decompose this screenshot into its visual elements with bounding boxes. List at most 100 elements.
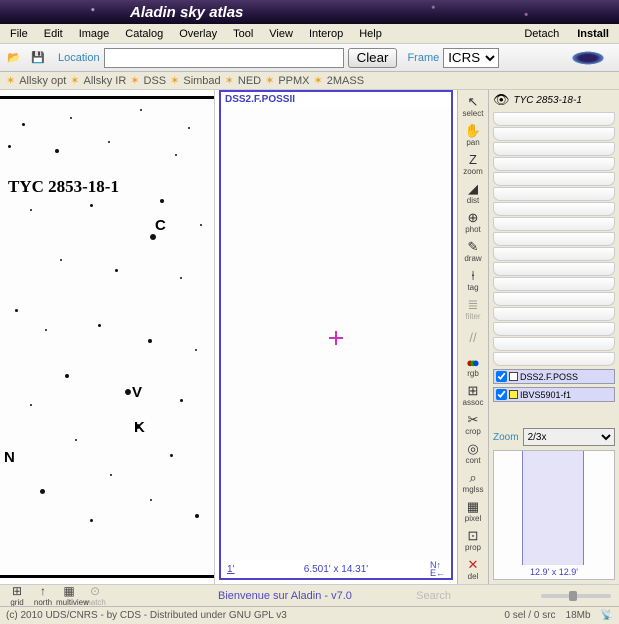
menu-tool[interactable]: Tool xyxy=(227,26,259,42)
empty-layer-slot[interactable] xyxy=(493,157,615,171)
minimap[interactable]: 12.9' x 12.9' xyxy=(493,450,615,580)
tool-cont[interactable]: ◎cont xyxy=(458,439,488,468)
star-icon: ✶ xyxy=(130,74,139,87)
clear-button[interactable]: Clear xyxy=(348,48,398,68)
menu-image[interactable]: Image xyxy=(73,26,116,42)
tool-pixel[interactable]: ▦pixel xyxy=(458,497,488,526)
star-point xyxy=(70,117,72,119)
center-sky-view[interactable] xyxy=(221,107,451,560)
star-point xyxy=(75,439,77,441)
empty-layer-slot[interactable] xyxy=(493,277,615,291)
layer-row[interactable]: IBVS5901-f1 xyxy=(493,387,615,402)
star-icon: ✶ xyxy=(170,74,179,87)
tool-assoc[interactable]: ⊞assoc xyxy=(458,381,488,410)
del-icon: ✕ xyxy=(465,558,481,572)
star-point xyxy=(110,474,112,476)
tool-tag[interactable]: ⍿tag xyxy=(458,266,488,295)
center-image-title: DSS2.F.POSSII xyxy=(221,92,451,107)
tool-zoom[interactable]: Zzoom xyxy=(458,150,488,179)
tool-phot[interactable]: ⊕phot xyxy=(458,208,488,237)
empty-layer-slot[interactable] xyxy=(493,292,615,306)
layer-checkbox[interactable] xyxy=(496,371,507,382)
quicklink-simbad[interactable]: Simbad xyxy=(183,75,220,87)
opacity-slider[interactable] xyxy=(541,594,611,598)
star-point xyxy=(150,499,152,501)
star-point xyxy=(188,127,190,129)
location-input[interactable] xyxy=(104,48,344,68)
quicklink-2mass[interactable]: 2MASS xyxy=(327,75,364,87)
minimap-selection xyxy=(522,451,584,565)
memory-usage: 18Mb xyxy=(566,610,591,621)
menu-install[interactable]: Install xyxy=(571,26,615,42)
tool-prop[interactable]: ⊡prop xyxy=(458,526,488,555)
empty-layer-slot[interactable] xyxy=(493,307,615,321)
empty-layer-slot[interactable] xyxy=(493,352,615,366)
empty-layer-slot[interactable] xyxy=(493,262,615,276)
underbar-grid[interactable]: ⊞grid xyxy=(4,584,30,607)
zoom-select[interactable]: 2/3x xyxy=(523,428,615,446)
empty-layer-slot[interactable] xyxy=(493,187,615,201)
tool-column: ↖select✋panZzoom◢dist⊕phot✎draw⍿tag≣filt… xyxy=(457,90,489,584)
empty-layer-slot[interactable] xyxy=(493,247,615,261)
dist-icon: ◢ xyxy=(465,182,481,196)
prop-icon: ⊡ xyxy=(465,529,481,543)
left-sky-view[interactable]: TYC 2853-18-1 CVKN xyxy=(0,96,214,578)
tool-label: pan xyxy=(466,138,479,147)
star-icon: ✶ xyxy=(70,74,79,87)
menu-file[interactable]: File xyxy=(4,26,34,42)
empty-layer-slot[interactable] xyxy=(493,172,615,186)
tool-draw[interactable]: ✎draw xyxy=(458,237,488,266)
layer-color-icon xyxy=(509,390,518,399)
empty-layer-slot[interactable] xyxy=(493,322,615,336)
quicklink-allsky-opt[interactable]: Allsky opt xyxy=(19,75,66,87)
empty-layer-slot[interactable] xyxy=(493,232,615,246)
menu-detach[interactable]: Detach xyxy=(518,26,565,42)
menu-view[interactable]: View xyxy=(263,26,299,42)
empty-layer-slot[interactable] xyxy=(493,112,615,126)
tool-label: mglss xyxy=(463,485,484,494)
quicklink-ned[interactable]: NED xyxy=(238,75,261,87)
tool-crop[interactable]: ✂crop xyxy=(458,410,488,439)
layer-row[interactable]: DSS2.F.POSS xyxy=(493,369,615,384)
empty-layer-slot[interactable] xyxy=(493,337,615,351)
quicklink-ppmx[interactable]: PPMX xyxy=(278,75,309,87)
menu-catalog[interactable]: Catalog xyxy=(119,26,169,42)
star-point xyxy=(170,454,173,457)
quicklink-allsky-ir[interactable]: Allsky IR xyxy=(84,75,127,87)
copyright-text: (c) 2010 UDS/CNRS - by CDS - Distributed… xyxy=(6,610,287,621)
star-point xyxy=(65,374,69,378)
active-object-name: TYC 2853-18-1 xyxy=(514,95,582,106)
empty-layer-slot[interactable] xyxy=(493,202,615,216)
layer-checkbox[interactable] xyxy=(496,389,507,400)
layer-name: DSS2.F.POSS xyxy=(520,372,578,382)
star-point xyxy=(140,109,142,111)
menu-interop[interactable]: Interop xyxy=(303,26,349,42)
tool-label: phot xyxy=(465,225,481,234)
tool-mglss[interactable]: ⌕mglss xyxy=(458,468,488,497)
empty-layer-slot[interactable] xyxy=(493,217,615,231)
empty-layer-slot[interactable] xyxy=(493,127,615,141)
menu-overlay[interactable]: Overlay xyxy=(173,26,223,42)
tool-del[interactable]: ✕del xyxy=(458,555,488,584)
tool-select[interactable]: ↖select xyxy=(458,92,488,121)
search-placeholder[interactable]: Search xyxy=(416,590,451,602)
underbar-multiview[interactable]: ▦multiview xyxy=(56,584,82,607)
menu-help[interactable]: Help xyxy=(353,26,388,42)
tool-rgb[interactable]: ●●●rgb xyxy=(458,352,488,381)
empty-layer-slot[interactable] xyxy=(493,142,615,156)
star-point xyxy=(175,154,177,156)
zoom-row: Zoom 2/3x xyxy=(489,426,619,448)
tool-dist[interactable]: ◢dist xyxy=(458,179,488,208)
right-column: 👁 TYC 2853-18-1 DSS2.F.POSSIBVS5901-f1 Z… xyxy=(489,90,619,584)
star-point xyxy=(90,519,93,522)
tool-filter: ≣filter xyxy=(458,295,488,324)
tool-pan[interactable]: ✋pan xyxy=(458,121,488,150)
frame-select[interactable]: ICRS xyxy=(443,48,499,68)
annotation-V: V xyxy=(132,384,142,401)
quicklink-dss[interactable]: DSS xyxy=(144,75,167,87)
open-icon[interactable]: 📂 xyxy=(4,48,24,68)
menu-edit[interactable]: Edit xyxy=(38,26,69,42)
save-icon[interactable]: 💾 xyxy=(28,48,48,68)
star-point xyxy=(45,329,47,331)
underbar-north[interactable]: ↑north xyxy=(30,584,56,607)
